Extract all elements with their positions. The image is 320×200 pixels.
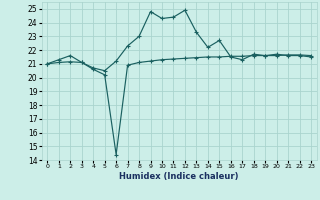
X-axis label: Humidex (Indice chaleur): Humidex (Indice chaleur) — [119, 172, 239, 181]
